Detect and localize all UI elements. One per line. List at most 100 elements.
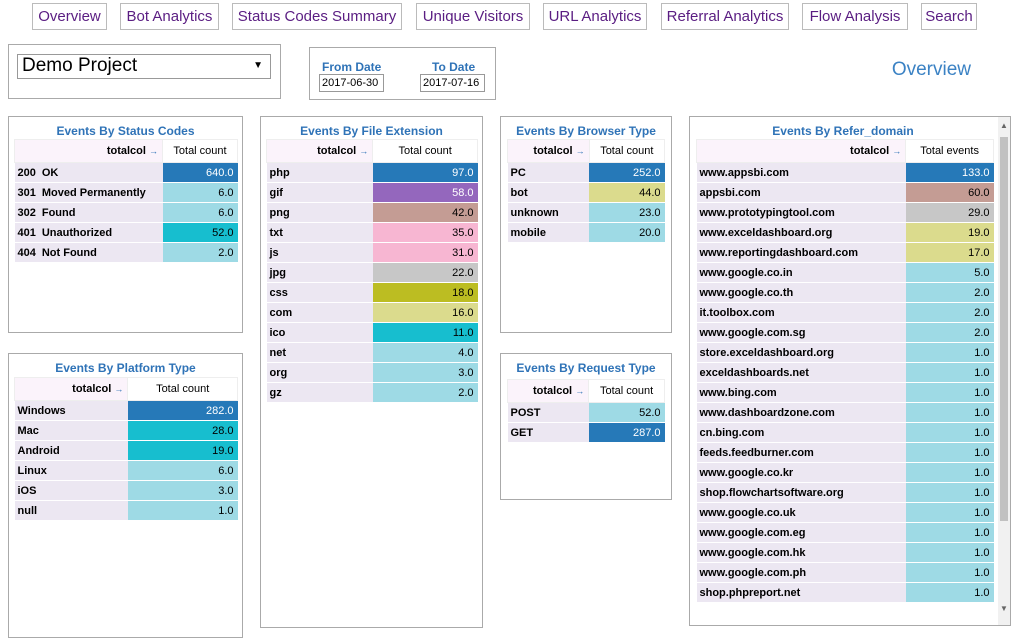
table-row: 404 Not Found 2.0 [14,242,238,263]
row-code: 200 [14,162,39,183]
row-label: GET [507,422,589,443]
table-row: www.bing.com 1.0 [696,382,994,403]
row-header[interactable]: totalcol → [265,139,374,163]
nav-url-analytics[interactable]: URL Analytics [543,3,647,30]
table-row: www.google.com.sg 2.0 [696,322,994,343]
refer-domain-panel: Events By Refer_domain totalcol → Total … [689,116,1011,626]
table-row: Linux 6.0 [14,460,238,481]
scroll-down-icon[interactable]: ▼ [1000,604,1008,613]
refer-domain-table: totalcol → Total events www.appsbi.com 13… [695,139,994,603]
table-row: mobile 20.0 [507,222,665,243]
row-value: 2.0 [372,382,478,403]
row-header[interactable]: totalcol → [13,377,129,401]
table-row: net 4.0 [266,342,478,363]
scrollbar[interactable]: ▲ ▼ [998,117,1010,625]
row-label: iOS [14,480,128,501]
browser-table: totalcol → Total count PC 252.0 bot 44.0 unk… [507,139,666,243]
row-value: 31.0 [372,242,478,263]
row-value: 133.0 [905,162,994,183]
row-value: 1.0 [905,462,994,483]
row-label: com [266,302,373,323]
row-value: 1.0 [905,362,994,383]
row-value: 22.0 [372,262,478,283]
nav-status-codes-summary[interactable]: Status Codes Summary [232,3,402,30]
row-label: www.google.com.eg [696,522,906,543]
row-label: js [266,242,373,263]
row-header[interactable]: totalcol → [507,139,590,163]
project-select[interactable]: Demo Project ▼ [17,54,271,79]
row-value: 6.0 [162,202,238,223]
table-row: jpg 22.0 [266,262,478,283]
row-value: 1.0 [905,382,994,403]
table-row: appsbi.com 60.0 [696,182,994,203]
row-value: 23.0 [589,202,665,223]
nav-overview[interactable]: Overview [32,3,107,30]
row-value: 1.0 [905,502,994,523]
table-header-row: totalcol → Total count [14,139,238,163]
row-label: org [266,362,373,383]
row-value: 11.0 [372,322,478,343]
table-row: Mac 28.0 [14,420,238,441]
row-value: 28.0 [127,420,238,441]
table-row: Windows 282.0 [14,400,238,421]
row-label: bot [507,182,590,203]
nav-unique-visitors[interactable]: Unique Visitors [416,3,530,30]
row-value: 282.0 [127,400,238,421]
row-label: Unauthorized [38,222,163,243]
col-header[interactable]: Total count [588,139,666,163]
table-row: www.reportingdashboard.com 17.0 [696,242,994,263]
scroll-thumb[interactable] [1000,137,1008,521]
table-row: www.google.co.th 2.0 [696,282,994,303]
row-label: net [266,342,373,363]
row-label: css [266,282,373,303]
row-value: 1.0 [905,422,994,443]
row-value: 5.0 [905,262,994,283]
col-header[interactable]: Total count [588,379,665,403]
browser-panel: Events By Browser Type totalcol → Total … [500,116,672,333]
from-date-label: From Date [322,60,382,74]
table-row: 401 Unauthorized 52.0 [14,222,238,243]
table-row: css 18.0 [266,282,478,303]
row-label: Android [14,440,128,461]
row-label: www.appsbi.com [696,162,906,183]
table-row: bot 44.0 [507,182,665,203]
col-header[interactable]: Total count [372,139,478,163]
table-row: feeds.feedburner.com 1.0 [696,442,994,463]
row-header[interactable]: totalcol → [506,379,590,403]
from-date-input[interactable]: 2017-06-30 [319,74,384,92]
table-row: gz 2.0 [266,382,478,403]
table-row: Android 19.0 [14,440,238,461]
row-value: 19.0 [127,440,238,461]
row-value: 1.0 [905,342,994,363]
row-label: www.exceldashboard.org [696,222,906,243]
col-header[interactable]: Total count [127,377,238,401]
row-label: gz [266,382,373,403]
nav-bot-analytics[interactable]: Bot Analytics [120,3,219,30]
table-row: iOS 3.0 [14,480,238,501]
row-header[interactable]: totalcol → [695,139,907,163]
table-row: org 3.0 [266,362,478,383]
table-row: gif 58.0 [266,182,478,203]
scroll-up-icon[interactable]: ▲ [1000,121,1008,130]
row-label: www.google.com.hk [696,542,906,563]
row-value: 1.0 [905,522,994,543]
project-select-value: Demo Project [22,55,138,76]
panel-title: Events By Platform Type [55,361,196,375]
col-header[interactable]: Total events [905,139,994,163]
table-row: txt 35.0 [266,222,478,243]
to-date-input[interactable]: 2017-07-16 [420,74,485,92]
row-label: www.prototypingtool.com [696,202,906,223]
row-label: it.toolbox.com [696,302,906,323]
nav-referral-analytics[interactable]: Referral Analytics [661,3,789,30]
row-label: PC [507,162,590,183]
nav-flow-analysis[interactable]: Flow Analysis [802,3,908,30]
table-row: 301 Moved Permanently 6.0 [14,182,238,203]
row-value: 1.0 [905,582,994,603]
project-panel: Demo Project ▼ [8,44,281,99]
row-header[interactable]: totalcol → [14,139,163,163]
row-label: null [14,500,128,521]
table-row: com 16.0 [266,302,478,323]
row-value: 97.0 [372,162,478,183]
col-header[interactable]: Total count [162,139,238,163]
nav-search[interactable]: Search [921,3,977,30]
